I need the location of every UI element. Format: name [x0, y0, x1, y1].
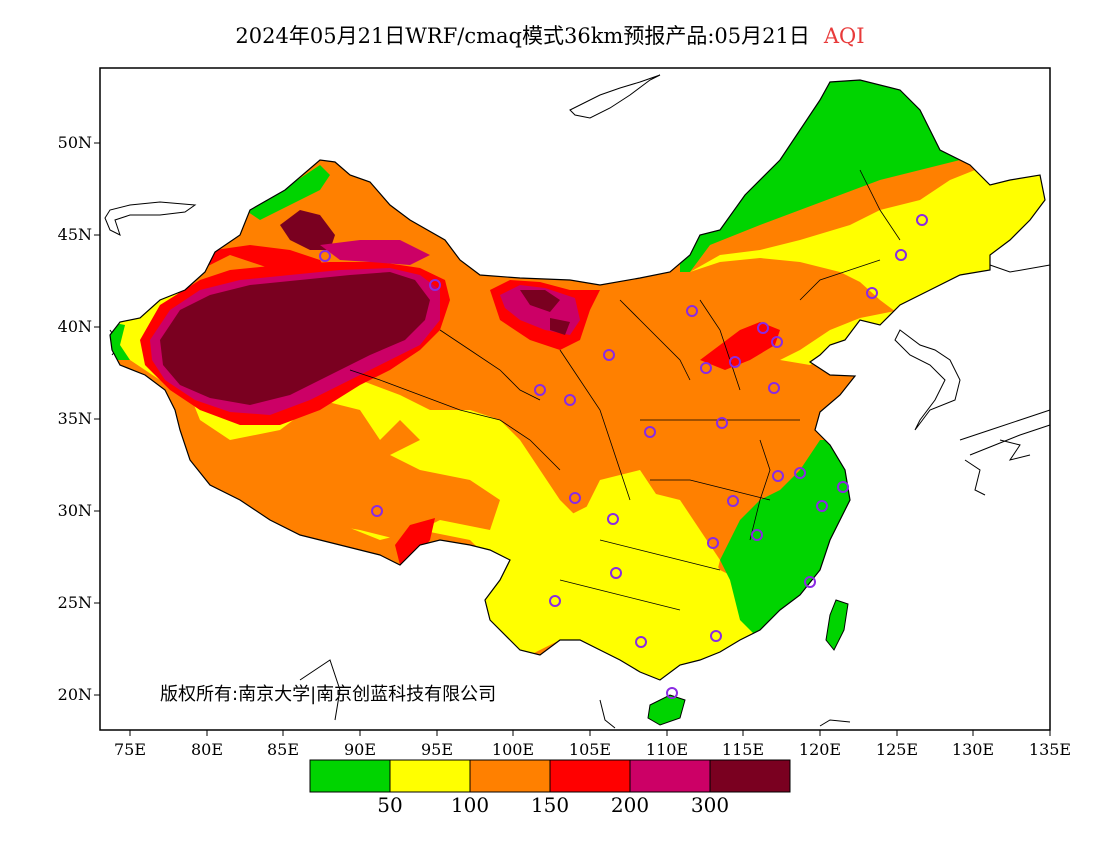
- china-border: [109, 79, 1046, 681]
- circle-marker-icon: [716, 417, 728, 429]
- circle-marker-icon: [727, 495, 739, 507]
- circle-marker-icon: [816, 500, 828, 512]
- aqi-level-maroon-taklimakan: [160, 272, 430, 405]
- circle-marker-icon: [757, 322, 769, 334]
- lon-tick-label: 110E: [645, 740, 689, 759]
- circle-marker-icon: [603, 349, 615, 361]
- lon-tick-label: 120E: [798, 740, 842, 759]
- hainan-island: [647, 694, 686, 726]
- circle-marker-icon: [319, 250, 331, 262]
- lat-tick-label: 50N: [57, 133, 92, 152]
- circle-marker-icon: [700, 362, 712, 374]
- circle-marker-icon: [804, 576, 816, 588]
- lon-tick-label: 80E: [190, 740, 224, 759]
- legend-swatch-4: [629, 759, 711, 793]
- circle-marker-icon: [371, 505, 383, 517]
- lat-tick-label: 25N: [57, 593, 92, 612]
- legend-label: 150: [530, 793, 570, 817]
- map-title: 2024年05月21日WRF/cmaq模式36km预报产品:05月21日 AQI: [0, 20, 1100, 50]
- legend-swatch-3: [549, 759, 631, 793]
- title-main: 2024年05月21日WRF/cmaq模式36km预报产品:05月21日: [235, 24, 810, 48]
- lon-tick-label: 85E: [266, 740, 300, 759]
- lat-tick-label: 30N: [57, 501, 92, 520]
- lon-tick-label: 115E: [721, 740, 765, 759]
- legend-label: 200: [610, 793, 650, 817]
- circle-marker-icon: [644, 426, 656, 438]
- circle-marker-icon: [534, 384, 546, 396]
- legend-label: 100: [450, 793, 490, 817]
- circle-marker-icon: [549, 595, 561, 607]
- circle-marker-icon: [895, 249, 907, 261]
- circle-marker-icon: [771, 336, 783, 348]
- circle-marker-icon: [794, 467, 806, 479]
- lon-tick-label: 95E: [420, 740, 454, 759]
- circle-marker-icon: [429, 279, 441, 291]
- aqi-level-green-southeast: [720, 440, 860, 640]
- circle-marker-icon: [751, 529, 763, 541]
- aqi-level-red-tibet: [395, 518, 435, 565]
- lat-tick-label: 20N: [57, 685, 92, 704]
- circle-marker-icon: [707, 537, 719, 549]
- aqi-level-red-north-west: [200, 245, 330, 275]
- legend-swatch-0: [309, 759, 391, 793]
- circle-marker-icon: [710, 630, 722, 642]
- taiwan-island: [825, 599, 849, 651]
- circle-marker-icon: [607, 513, 619, 525]
- lat-tick-label: 35N: [57, 409, 92, 428]
- circle-marker-icon: [569, 492, 581, 504]
- lat-tick-label: 40N: [57, 317, 92, 336]
- circle-marker-icon: [666, 687, 678, 699]
- legend-label: 300: [690, 793, 730, 817]
- title-variable: AQI: [823, 24, 865, 48]
- aqi-level-red-north-china: [700, 322, 780, 370]
- station-markers: [319, 214, 928, 699]
- legend-swatch-2: [469, 759, 551, 793]
- aqi-level-green-far-west: [110, 320, 130, 360]
- lon-tick-label: 125E: [875, 740, 919, 759]
- aqi-level-orange-tibet: [280, 445, 500, 540]
- legend-swatch-5: [709, 759, 791, 793]
- aqi-level-green-altai: [245, 165, 330, 220]
- circle-marker-icon: [916, 214, 928, 226]
- circle-marker-icon: [729, 356, 741, 368]
- aqi-level-maroon-north: [280, 210, 335, 250]
- aqi-level-maroon-alashan: [520, 290, 570, 335]
- circle-marker-icon: [866, 287, 878, 299]
- circle-marker-icon: [564, 394, 576, 406]
- lon-tick-label: 90E: [343, 740, 377, 759]
- circle-marker-icon: [635, 636, 647, 648]
- legend-swatch-1: [389, 759, 471, 793]
- lon-tick-label: 75E: [113, 740, 147, 759]
- circle-marker-icon: [837, 481, 849, 493]
- province-lines: [349, 169, 901, 611]
- circle-marker-icon: [610, 567, 622, 579]
- lon-tick-label: 130E: [951, 740, 995, 759]
- axis-ticks: [94, 142, 1051, 736]
- circle-marker-icon: [686, 305, 698, 317]
- legend-colorbar: [309, 759, 791, 793]
- lat-tick-label: 45N: [57, 225, 92, 244]
- lon-tick-label: 135E: [1028, 740, 1072, 759]
- lon-tick-label: 105E: [568, 740, 612, 759]
- circle-marker-icon: [768, 382, 780, 394]
- copyright-text: 版权所有:南京大学|南京创蓝科技有限公司: [160, 684, 497, 705]
- legend-label: 50: [377, 793, 403, 817]
- circle-marker-icon: [772, 470, 784, 482]
- aqi-level-yellow-northeast: [690, 150, 1045, 315]
- lon-tick-label: 100E: [491, 740, 535, 759]
- aqi-level-purple-north: [320, 240, 430, 265]
